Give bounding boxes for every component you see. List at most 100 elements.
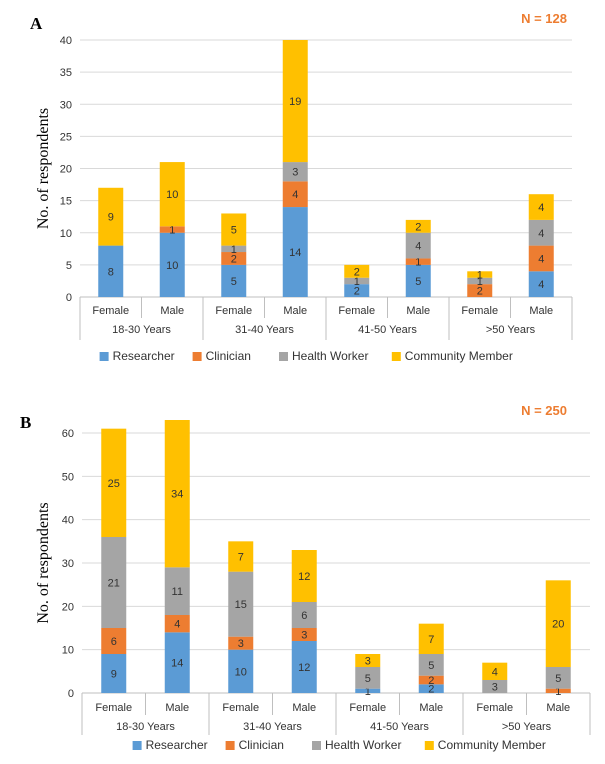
panel-a-data-label-health-worker: 1 <box>354 276 360 288</box>
panel-a-data-label-clinician: 2 <box>231 253 237 265</box>
panel-a-category-label: Female <box>461 305 498 317</box>
panel-a-group-label: 41-50 Years <box>358 324 417 336</box>
panel-a-data-label-community-member: 1 <box>477 270 483 282</box>
panel-a-group-label: 31-40 Years <box>235 324 294 336</box>
panel-b-data-label-clinician: 4 <box>174 619 180 631</box>
panel-a-bar-clinician <box>282 181 308 208</box>
panel-b-data-label-health-worker: 21 <box>108 578 120 590</box>
panel-a-y-tick-label: 30 <box>60 99 72 111</box>
panel-b-legend-swatch-clinician <box>225 741 235 750</box>
panel-a-y-tick-label: 5 <box>66 260 72 272</box>
panel-a-category-label: Male <box>406 305 430 317</box>
panel-a-data-label-researcher: 5 <box>415 276 421 288</box>
panel-b-legend-label-community-member: Community Member <box>438 738 546 752</box>
panel-a-data-label-health-worker: 1 <box>477 276 483 288</box>
panel-b-data-label-community-member: 34 <box>171 489 183 501</box>
panel-a-bar-community-member <box>528 194 554 220</box>
panel-a-category-label: Female <box>215 305 252 317</box>
panel-b-data-label-health-worker: 6 <box>301 610 307 622</box>
panel-b-bar-clinician <box>101 628 127 654</box>
panel-a-legend-swatch-health-worker <box>279 352 288 361</box>
panel-b-y-tick-label: 20 <box>62 601 74 613</box>
panel-a-y-tick-label: 35 <box>60 67 72 79</box>
panel-b-data-label-community-member: 4 <box>492 666 498 678</box>
panel-b-bar-researcher <box>228 649 254 693</box>
panel-a-data-label-researcher: 4 <box>538 279 544 291</box>
panel-b-bar-health-worker <box>355 667 381 689</box>
panel-b-data-label-community-member: 7 <box>428 634 434 646</box>
panel-b-y-axis-label: No. of respondents <box>35 502 52 623</box>
panel-a-data-label-community-member: 2 <box>415 221 421 233</box>
panel-b-category-label: Female <box>222 702 259 714</box>
panel-a-bar-researcher <box>159 232 185 297</box>
panel-a-bar-community-member <box>344 264 370 278</box>
panel-a-bar-community-member <box>282 40 308 163</box>
panel-a-y-tick-label: 0 <box>66 292 72 304</box>
panel-a-y-tick-label: 20 <box>60 164 72 176</box>
panel-b-bar-health-worker <box>545 667 571 689</box>
panel-b-bar-community-member <box>164 420 190 568</box>
panel-b-data-label-community-member: 7 <box>238 552 244 564</box>
panel-b-data-label-health-worker: 5 <box>555 673 561 685</box>
panel-a-bar-health-worker <box>405 232 431 259</box>
panel-a-category-label: Male <box>529 305 553 317</box>
panel-b-category-label: Female <box>95 702 132 714</box>
panel-a-legend-swatch-clinician <box>192 352 202 361</box>
panel-a-letter: A <box>30 14 43 33</box>
panel-a-data-label-clinician: 1 <box>169 225 175 237</box>
panel-a-legend-label-researcher: Researcher <box>113 349 175 363</box>
panel-b-bar-researcher <box>418 684 444 693</box>
panel-a-data-label-researcher: 10 <box>166 260 178 272</box>
panel-a-data-label-community-member: 9 <box>108 212 114 224</box>
panel-a-bar-researcher <box>221 264 247 297</box>
panel-a-bar-clinician <box>221 252 247 265</box>
panel-a-bar-health-worker <box>344 277 370 285</box>
panel-a-data-label-community-member: 5 <box>231 225 237 237</box>
panel-b-legend-label-health-worker: Health Worker <box>325 738 401 752</box>
panel-b-data-label-community-member: 20 <box>552 619 564 631</box>
panel-b-data-label-community-member: 3 <box>365 656 371 668</box>
panel-b-group-label: >50 Years <box>502 721 552 733</box>
panel-b-bar-researcher <box>164 632 190 693</box>
panel-a-data-label-health-worker: 3 <box>292 167 298 179</box>
panel-b-bar-community-member <box>545 580 571 667</box>
panel-b-group-label: 41-50 Years <box>370 721 429 733</box>
panel-b-data-label-community-member: 12 <box>298 571 310 583</box>
panel-a-data-label-community-member: 10 <box>166 189 178 201</box>
panel-b-data-label-health-worker: 5 <box>428 660 434 672</box>
panel-b-bar-health-worker <box>228 571 254 637</box>
panel-a-data-label-clinician: 1 <box>415 257 421 269</box>
panel-a-bar-community-member <box>221 213 247 246</box>
panel-a-data-label-clinician: 4 <box>538 253 544 265</box>
panel-b-data-label-researcher: 12 <box>298 662 310 674</box>
panel-a-bar-clinician <box>159 226 185 233</box>
panel-b-bar-community-member <box>291 550 317 602</box>
panel-a-bar-researcher <box>98 245 124 297</box>
panel-b-bar-community-member <box>228 541 254 572</box>
panel-b-bar-clinician <box>164 615 190 633</box>
panel-b-bar-health-worker <box>164 567 190 615</box>
panel-b-y-tick-label: 60 <box>62 428 74 440</box>
panel-b-data-label-researcher: 1 <box>365 686 371 698</box>
panel-b-data-label-researcher: 14 <box>171 658 183 670</box>
panel-b-data-label-health-worker: 5 <box>365 673 371 685</box>
panel-a-bar-researcher <box>282 207 308 297</box>
panel-b-data-label-clinician: 3 <box>238 638 244 650</box>
panel-a-data-label-researcher: 14 <box>289 247 301 259</box>
panel-a-data-label-researcher: 8 <box>108 266 114 278</box>
panel-a-category-label: Female <box>338 305 375 317</box>
panel-a-data-label-community-member: 4 <box>538 202 544 214</box>
panel-b-bar-clinician <box>228 636 254 650</box>
panel-a-y-tick-label: 10 <box>60 228 72 240</box>
panel-b-group-label: 18-30 Years <box>116 721 175 733</box>
panel-b-bar-clinician <box>291 628 317 641</box>
panel-a-bar-health-worker <box>528 219 554 246</box>
panel-b-y-tick-label: 10 <box>62 645 74 657</box>
panel-a-bar-researcher <box>528 271 554 297</box>
panel-b-bar-health-worker <box>418 654 444 676</box>
panel-b-legend-label-researcher: Researcher <box>146 738 208 752</box>
panel-a-category-label: Male <box>283 305 307 317</box>
panel-b-legend-swatch-community-member <box>424 741 434 750</box>
panel-a-y-tick-label: 40 <box>60 35 72 47</box>
panel-b-data-label-health-worker: 11 <box>172 586 183 598</box>
